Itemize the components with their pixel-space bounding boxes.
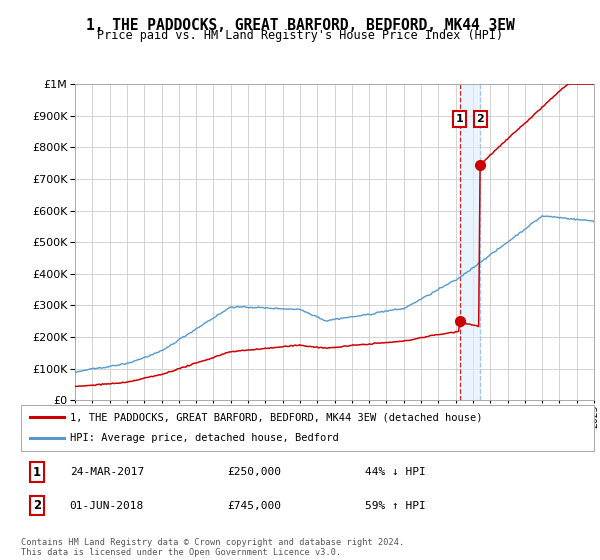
Text: 1, THE PADDOCKS, GREAT BARFORD, BEDFORD, MK44 3EW (detached house): 1, THE PADDOCKS, GREAT BARFORD, BEDFORD,…	[70, 412, 482, 422]
Text: 2: 2	[476, 114, 484, 124]
Text: £745,000: £745,000	[227, 501, 281, 511]
Text: HPI: Average price, detached house, Bedford: HPI: Average price, detached house, Bedf…	[70, 433, 338, 444]
Text: Contains HM Land Registry data © Crown copyright and database right 2024.
This d: Contains HM Land Registry data © Crown c…	[21, 538, 404, 557]
Text: 1, THE PADDOCKS, GREAT BARFORD, BEDFORD, MK44 3EW: 1, THE PADDOCKS, GREAT BARFORD, BEDFORD,…	[86, 18, 514, 33]
Text: 59% ↑ HPI: 59% ↑ HPI	[365, 501, 425, 511]
Text: Price paid vs. HM Land Registry's House Price Index (HPI): Price paid vs. HM Land Registry's House …	[97, 29, 503, 42]
Text: 1: 1	[33, 466, 41, 479]
Text: 24-MAR-2017: 24-MAR-2017	[70, 467, 144, 477]
Bar	[460, 84, 480, 400]
Text: 1: 1	[456, 114, 463, 124]
Text: £250,000: £250,000	[227, 467, 281, 477]
Text: 44% ↓ HPI: 44% ↓ HPI	[365, 467, 425, 477]
Text: 2: 2	[33, 499, 41, 512]
Text: 01-JUN-2018: 01-JUN-2018	[70, 501, 144, 511]
